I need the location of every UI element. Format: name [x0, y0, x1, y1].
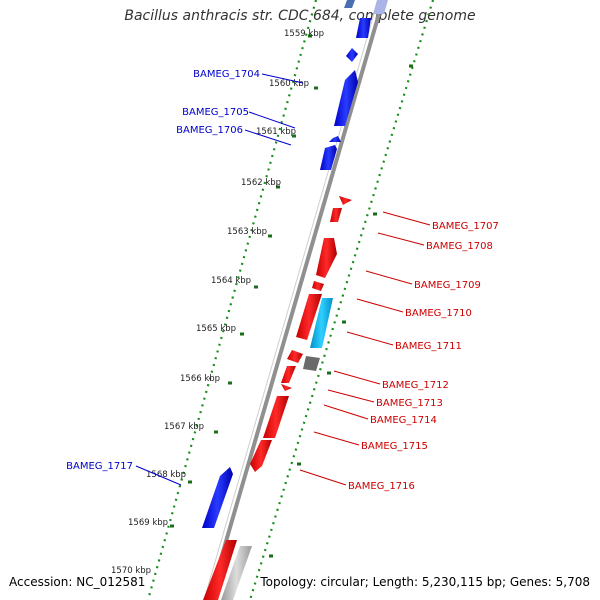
scale-label-1562: 1562 kbp	[241, 178, 281, 188]
forward-strand-genes	[202, 0, 388, 528]
gene-label-bameg-1711[interactable]: BAMEG_1711	[395, 341, 462, 352]
gene-label-bameg-1707[interactable]: BAMEG_1707	[432, 221, 499, 232]
scale-label-1564: 1564 kbp	[211, 276, 251, 286]
left-label-leaders	[135, 73, 304, 486]
gene-label-bameg-1708[interactable]: BAMEG_1708	[426, 241, 493, 252]
gene-feature-bameg-1712[interactable]	[287, 350, 303, 363]
scale-label-1561: 1561 kbp	[256, 127, 296, 137]
gene-feature-bameg-1715[interactable]	[263, 396, 289, 438]
gene-feature-bameg-1710[interactable]	[312, 281, 324, 291]
right-label-leaders	[299, 211, 431, 486]
gene-feature-small-diamond[interactable]	[346, 48, 358, 62]
gene-label-bameg-1714[interactable]: BAMEG_1714	[370, 415, 437, 426]
gene-feature-rna-1711[interactable]	[310, 298, 333, 348]
gene-feature-top-faded[interactable]	[373, 0, 388, 14]
reverse-strand-genes	[203, 196, 352, 600]
gene-feature-top-blue[interactable]	[356, 18, 371, 38]
gene-feature-bameg-1711[interactable]	[296, 294, 322, 340]
scale-label-1563: 1563 kbp	[227, 227, 267, 237]
scale-label-1559: 1559 kbp	[284, 29, 324, 39]
scale-label-1560: 1560 kbp	[269, 79, 309, 89]
gene-feature-bameg-1716[interactable]	[250, 440, 272, 472]
gene-label-bameg-1715[interactable]: BAMEG_1715	[361, 441, 428, 452]
map-title: Bacillus anthracis str. CDC 684, complet…	[124, 8, 476, 24]
scale-label-1570: 1570 kbp	[111, 566, 151, 576]
gene-feature-bameg-1705[interactable]	[329, 136, 341, 142]
gene-feature-bameg-1709[interactable]	[316, 238, 337, 278]
gene-feature-bameg-1713[interactable]	[281, 366, 296, 383]
scale-label-1567: 1567 kbp	[164, 422, 204, 432]
gene-feature-other[interactable]	[303, 356, 320, 371]
scale-tick-marks	[170, 34, 318, 528]
gene-feature-top-steel[interactable]	[344, 0, 355, 8]
gene-label-bameg-1704[interactable]: BAMEG_1704	[193, 69, 260, 80]
gene-label-bameg-1709[interactable]: BAMEG_1709	[414, 280, 481, 291]
gene-label-bameg-1716[interactable]: BAMEG_1716	[348, 481, 415, 492]
gene-label-bameg-1712[interactable]: BAMEG_1712	[382, 380, 449, 391]
gene-feature-bameg-1714[interactable]	[281, 384, 292, 391]
genome-summary-text: Topology: circular; Length: 5,230,115 bp…	[260, 575, 590, 589]
scale-label-1565: 1565 kbp	[196, 324, 236, 334]
gene-feature-bameg-1704[interactable]	[334, 70, 358, 126]
genome-backbone	[207, 0, 385, 600]
accession-text: Accession: NC_012581	[9, 575, 146, 589]
gene-label-bameg-1710[interactable]: BAMEG_1710	[405, 308, 472, 319]
gene-feature-bameg-1707[interactable]	[339, 196, 352, 205]
gene-feature-bottom-red[interactable]	[203, 540, 237, 600]
scale-label-1566: 1566 kbp	[180, 374, 220, 384]
scale-label-1569: 1569 kbp	[128, 518, 168, 528]
gene-feature-bameg-1708[interactable]	[330, 208, 342, 222]
left-dotted-track	[146, 0, 318, 600]
gene-feature-bameg-1706[interactable]	[320, 145, 337, 170]
right-track-marks	[269, 64, 413, 558]
gene-label-bameg-1706[interactable]: BAMEG_1706	[176, 125, 243, 136]
gene-label-bameg-1705[interactable]: BAMEG_1705	[182, 107, 249, 118]
scale-label-1568: 1568 kbp	[146, 470, 186, 480]
gene-label-bameg-1713[interactable]: BAMEG_1713	[376, 398, 443, 409]
gene-feature-bottom-gray[interactable]	[221, 546, 252, 600]
gene-label-bameg-1717[interactable]: BAMEG_1717	[66, 461, 133, 472]
right-dotted-track	[248, 0, 435, 600]
gene-feature-bameg-1717[interactable]	[202, 467, 233, 528]
